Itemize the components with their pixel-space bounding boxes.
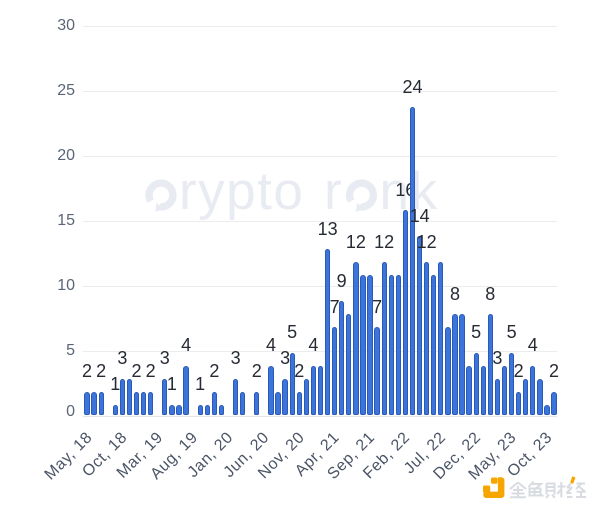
svg-text:r: r	[324, 166, 342, 221]
svg-text:nk: nk	[380, 166, 439, 221]
svg-text:rypto: rypto	[179, 166, 304, 221]
